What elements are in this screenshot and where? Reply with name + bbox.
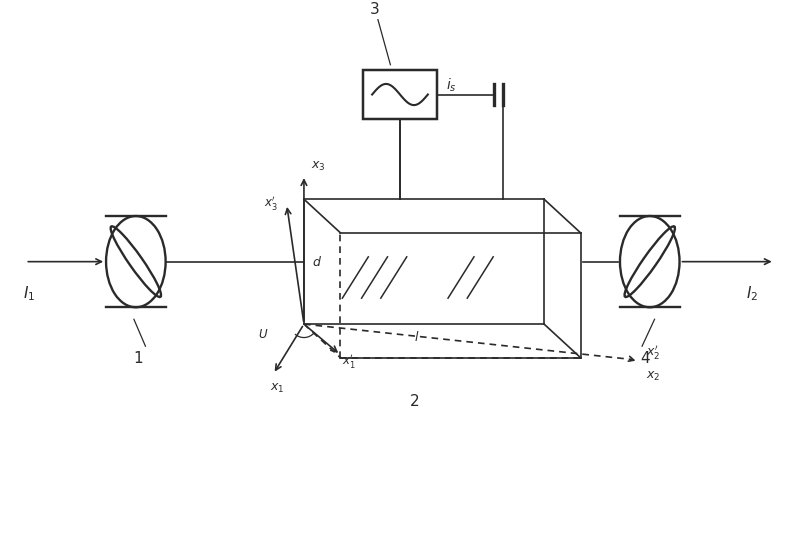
Text: $l$: $l$ [414,330,420,344]
Text: 4: 4 [640,351,650,365]
Text: $x_3$: $x_3$ [310,160,326,173]
Text: $I_1$: $I_1$ [23,284,36,303]
Text: $x_1$: $x_1$ [270,382,284,395]
Text: $I_2$: $I_2$ [746,284,758,303]
Text: $x_1'$: $x_1'$ [342,352,356,370]
Text: 3: 3 [370,2,380,17]
Text: $x_2$: $x_2$ [646,370,660,383]
Bar [363,70,437,119]
Text: 1: 1 [133,351,142,365]
Text: $d$: $d$ [312,255,322,269]
Text: $i_s$: $i_s$ [446,77,457,94]
Text: $x_3'$: $x_3'$ [263,194,278,212]
Text: 2: 2 [410,394,419,409]
Text: $x_2'$: $x_2'$ [646,343,660,361]
Text: $U$: $U$ [258,327,268,340]
